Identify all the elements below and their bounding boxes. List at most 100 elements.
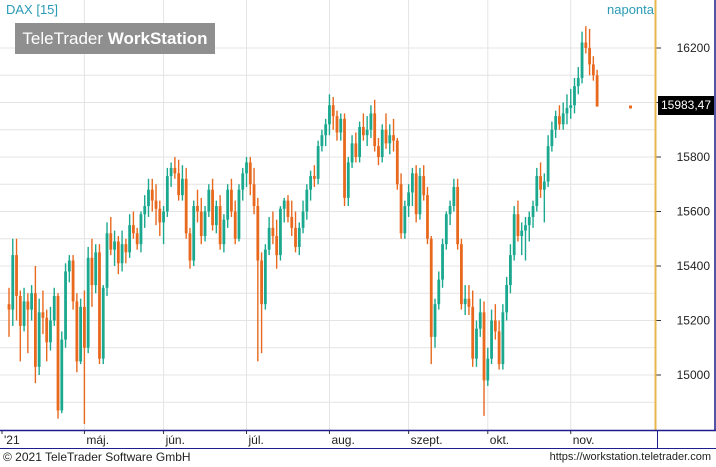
candle-body [320,135,324,147]
candle [331,97,335,130]
candle-body [478,312,482,329]
candle-body [177,173,181,196]
candle [335,110,339,141]
grid-lines [0,0,655,430]
candle-body [501,312,505,365]
candle-body [407,192,411,207]
candle [94,244,98,294]
y-tick-label: 16200 [677,41,711,55]
x-tick-label: szept. [411,433,443,447]
candle [569,88,573,119]
candle [214,200,218,234]
candle-body [226,189,230,220]
candle-body [505,285,509,313]
candle [324,118,328,147]
candle [328,94,331,136]
candle-body [591,64,595,76]
candle-body [377,146,380,157]
candle [256,197,260,362]
candle [595,69,599,107]
candle [165,167,169,217]
candle-body [203,211,207,237]
candle-body [335,116,339,133]
candle-body [301,211,305,228]
candle [49,306,52,351]
candle [263,244,267,310]
candle-body [316,146,320,179]
logo-light-text: TeleTrader [22,29,108,48]
candle-body [550,129,554,147]
candle [15,238,18,321]
candle [535,167,539,212]
candle [546,135,550,187]
candle-body [22,301,26,326]
candle [41,290,45,335]
candle-body [463,298,467,305]
candle [316,140,320,185]
candle [309,170,312,201]
period-label[interactable]: naponta [607,2,654,17]
candle [188,227,192,269]
candle [490,309,493,365]
candle-body [395,140,399,185]
candle-body [52,295,56,321]
candle [410,167,414,207]
candle-body [358,127,362,157]
candle [501,304,505,370]
candle [7,287,11,337]
candle [380,124,384,163]
x-tick-label: '21 [4,433,20,447]
candle-body [354,143,358,157]
candle-body [150,189,154,201]
candle [101,285,105,365]
candle-body [260,260,263,305]
candle [297,222,301,256]
candle-body [444,214,448,245]
candle-body [403,206,407,234]
candle [516,200,520,242]
candle-body [456,186,460,245]
candle-body [116,241,120,264]
candle [448,200,452,226]
candle-body [467,298,471,307]
candle-body [361,127,365,136]
candle [482,301,486,416]
candle-body [373,113,377,147]
candle [267,216,271,256]
candle [184,167,188,239]
candle [45,309,49,362]
candle [150,178,154,212]
candle [237,184,241,242]
candle [565,94,569,125]
candle [305,184,309,220]
candle-body [162,211,165,223]
x-axis-ticks: '21 máj. jún. júl. aug. szept. okt. nov. [1,430,595,447]
candle-body [207,189,211,212]
candle [591,56,595,81]
candle [252,167,256,215]
candle-body [410,173,414,193]
candle-body [573,86,576,106]
candle [203,206,207,242]
candlestick-series [7,26,632,425]
candle-body [509,255,512,286]
candle-body [154,200,158,209]
candle-body [245,162,248,174]
candle [120,230,124,272]
candle [86,246,90,354]
candle-body [109,233,113,250]
candle [403,200,407,239]
copyright-text: © 2021 TeleTrader Software GmbH [3,450,191,464]
footer-url-link[interactable]: https://workstation.teletrader.com [549,451,711,463]
candle [33,266,37,384]
candle-body [143,206,147,215]
candle [392,118,395,152]
candle-body [41,312,45,318]
candle-body [128,225,132,253]
logo-bold-text: WorkStation [107,29,208,48]
last-value-marker [629,105,632,109]
candle [282,197,286,223]
candle-body [294,227,297,247]
candle [56,293,60,419]
candle [113,230,116,266]
